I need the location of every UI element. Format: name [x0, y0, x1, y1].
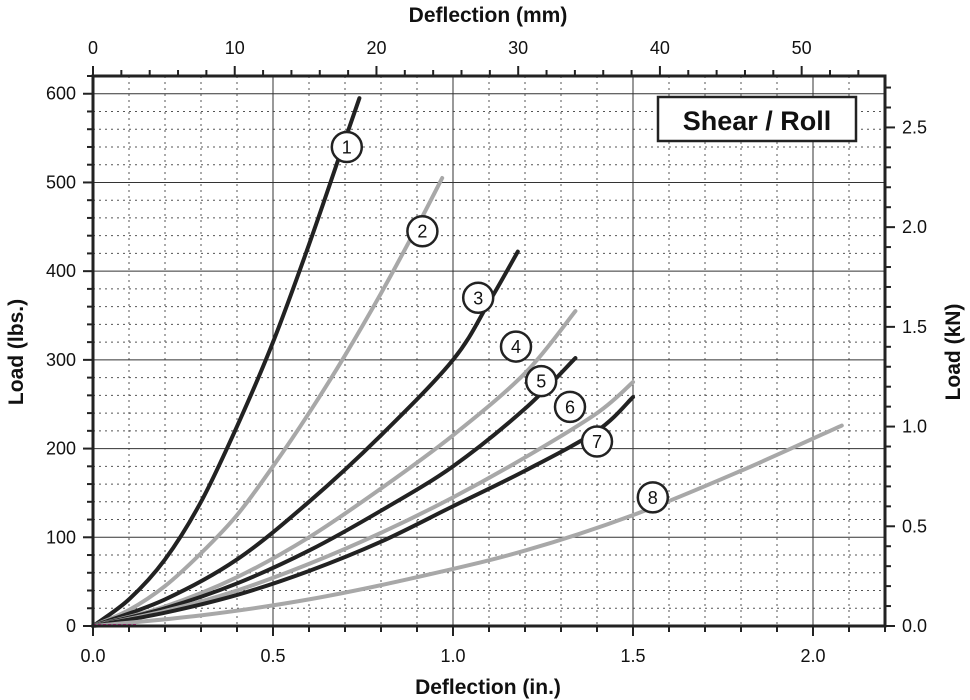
- curve-label-text-5: 5: [536, 372, 546, 392]
- curve-label-text-4: 4: [511, 337, 521, 357]
- shear-roll-box: Shear / Roll: [656, 95, 858, 143]
- x-axis-title-top: Deflection (mm): [409, 4, 568, 27]
- curve-label-8: 8: [636, 481, 670, 514]
- curve-label-text-7: 7: [592, 432, 602, 452]
- curve-label-4: 4: [499, 330, 533, 363]
- y-right-tick-label: 1.5: [902, 317, 927, 337]
- series-line-3: [91, 249, 520, 628]
- curve-label-circle-4: [499, 330, 533, 363]
- y-right-tick-label: 0.5: [902, 516, 927, 536]
- axis-layer: 0.0 0.5 1.0 1.5 2.00 10 20 30 40 5001002003004005…: [46, 38, 927, 666]
- x-top-tick-label: 10: [225, 38, 245, 58]
- curve-label-text-3: 3: [473, 288, 483, 308]
- y-left-tick-label: 0: [66, 616, 76, 636]
- shear-roll-box-frame: [656, 95, 858, 143]
- curve-label-circle-6: [553, 390, 587, 424]
- curve-label-circle-7: [580, 425, 614, 458]
- curve-label-5: 5: [524, 364, 558, 398]
- y-right-tick-label: 1.0: [902, 417, 927, 437]
- curve-label-circle-8: [636, 481, 670, 514]
- y-right-tick-label: 0.0: [902, 616, 927, 636]
- curve-label-circle-5: [524, 364, 558, 398]
- y-left-tick-label: 100: [46, 527, 76, 547]
- y-right-tick-label: 2.0: [902, 217, 927, 237]
- x-top-tick-label: 50: [792, 38, 812, 58]
- curve-label-text-2: 2: [417, 222, 427, 242]
- y-left-tick-label: 400: [46, 261, 76, 281]
- series-line-7: [91, 395, 635, 628]
- curve-label-circle-1: [330, 130, 364, 164]
- curve-label-6: 6: [553, 390, 587, 424]
- curve-label-text-8: 8: [648, 488, 658, 508]
- x-axis-title-bottom: Deflection (in.): [415, 676, 561, 699]
- curve-label-text-6: 6: [565, 397, 575, 417]
- x-top-tick-label: 30: [508, 38, 528, 58]
- x-bottom-tick-label: 0.5: [260, 646, 285, 666]
- shear-roll-label: Shear / Roll: [683, 106, 832, 136]
- y-axis-title-left: Load (lbs.): [5, 299, 28, 405]
- series-line-6: [91, 380, 635, 628]
- curve-label-2: 2: [406, 214, 439, 248]
- curve-label-circle-3: [461, 281, 495, 315]
- series-line-4: [91, 309, 578, 628]
- y-axis-title-right: Load (kN): [942, 304, 965, 401]
- x-top-tick-label: 0: [88, 38, 98, 58]
- series-line-2: [91, 176, 445, 628]
- x-bottom-tick-label: 2.0: [800, 646, 825, 666]
- y-left-tick-label: 500: [46, 172, 76, 192]
- x-bottom-tick-label: 1.5: [620, 646, 645, 666]
- curve-layer: [91, 96, 844, 628]
- x-bottom-tick-label: 0.0: [80, 646, 105, 666]
- series-line-8: [91, 423, 844, 628]
- curve-label-text-1: 1: [342, 137, 352, 157]
- curve-label-circle-2: [406, 214, 439, 248]
- y-left-tick-label: 600: [46, 84, 76, 104]
- y-right-tick-label: 2.5: [902, 117, 927, 137]
- x-top-tick-label: 20: [366, 38, 386, 58]
- x-bottom-tick-label: 1.0: [440, 646, 465, 666]
- curve-label-3: 3: [461, 281, 495, 315]
- y-left-tick-label: 300: [46, 350, 76, 370]
- series-line-5: [91, 356, 578, 628]
- x-top-tick-label: 40: [650, 38, 670, 58]
- curve-label-1: 1: [330, 130, 364, 164]
- curve-label-7: 7: [580, 425, 614, 458]
- y-left-tick-label: 200: [46, 439, 76, 459]
- series-line-1: [91, 96, 362, 628]
